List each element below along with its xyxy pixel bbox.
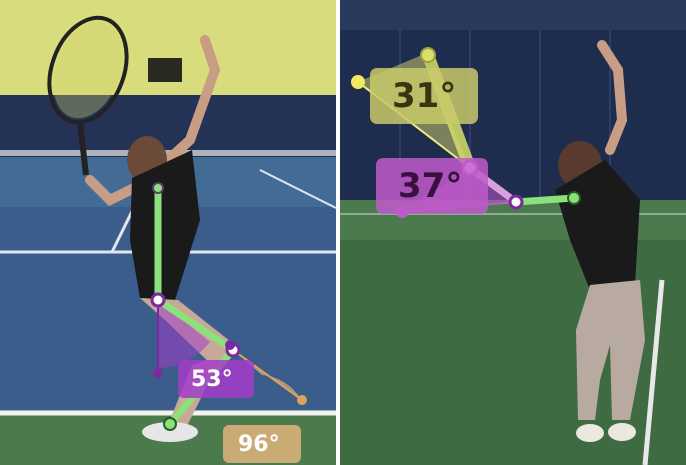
- player-shoe-right: [608, 423, 636, 441]
- upper-angle-label: 31°: [392, 76, 457, 116]
- player-leggings: [576, 280, 645, 420]
- knee-reference-line: [232, 349, 303, 401]
- upper-angle-box: [370, 68, 478, 124]
- wrist-joint: [420, 47, 436, 63]
- player-arm-up: [597, 40, 628, 155]
- ankle-joint: [163, 417, 177, 431]
- shoulder-joint: [508, 194, 524, 210]
- racket-head: [47, 15, 129, 125]
- racket-strings: [53, 21, 123, 119]
- player-shoes: [142, 422, 198, 442]
- right-photo: 31° 37°: [340, 0, 686, 465]
- hip-reference-point: [153, 368, 163, 378]
- side-line: [642, 279, 665, 465]
- side-line: [259, 169, 336, 209]
- lower-angle-box: [376, 158, 488, 214]
- left-scene: [0, 0, 336, 465]
- neck-joint: [567, 191, 581, 205]
- skeleton-neck: [512, 194, 578, 206]
- knee-angle-label: 96°: [238, 432, 280, 457]
- hip-joint: [150, 292, 166, 308]
- right-scene: [340, 0, 686, 465]
- wall-top: [340, 0, 686, 30]
- hip-angle-wedge: [158, 300, 210, 368]
- hip-angle-label: 53°: [191, 367, 233, 392]
- shoulder-joint: [152, 182, 164, 194]
- wall-padding: [0, 95, 336, 157]
- player-arm-up: [163, 35, 221, 165]
- knee-reference-point: [297, 395, 307, 405]
- wall-sign: [148, 58, 182, 82]
- net-tape: [0, 150, 336, 156]
- hip-angle-box: [178, 360, 254, 398]
- thigh-marker-point: [225, 340, 235, 350]
- player-shirt: [130, 150, 200, 300]
- skeleton-thigh: [154, 296, 237, 354]
- racket-handle: [77, 121, 89, 176]
- knee-angle-box: [223, 425, 301, 463]
- lower-angle-label: 37°: [398, 166, 463, 206]
- upper-reference-point: [351, 75, 365, 89]
- player-arm-racket: [85, 175, 145, 207]
- player-shoe-left: [576, 424, 604, 442]
- left-photo: 53° 96°: [0, 0, 336, 465]
